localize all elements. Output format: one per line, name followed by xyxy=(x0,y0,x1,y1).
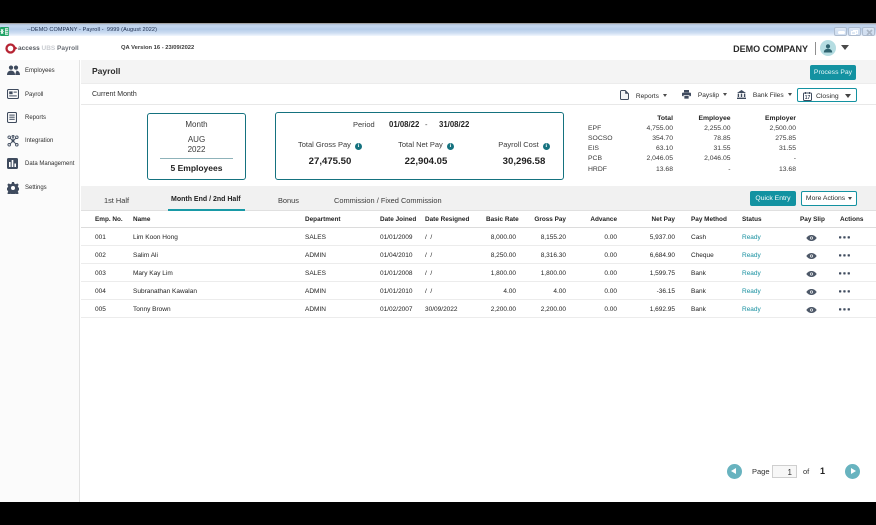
svg-text:17: 17 xyxy=(805,95,811,101)
